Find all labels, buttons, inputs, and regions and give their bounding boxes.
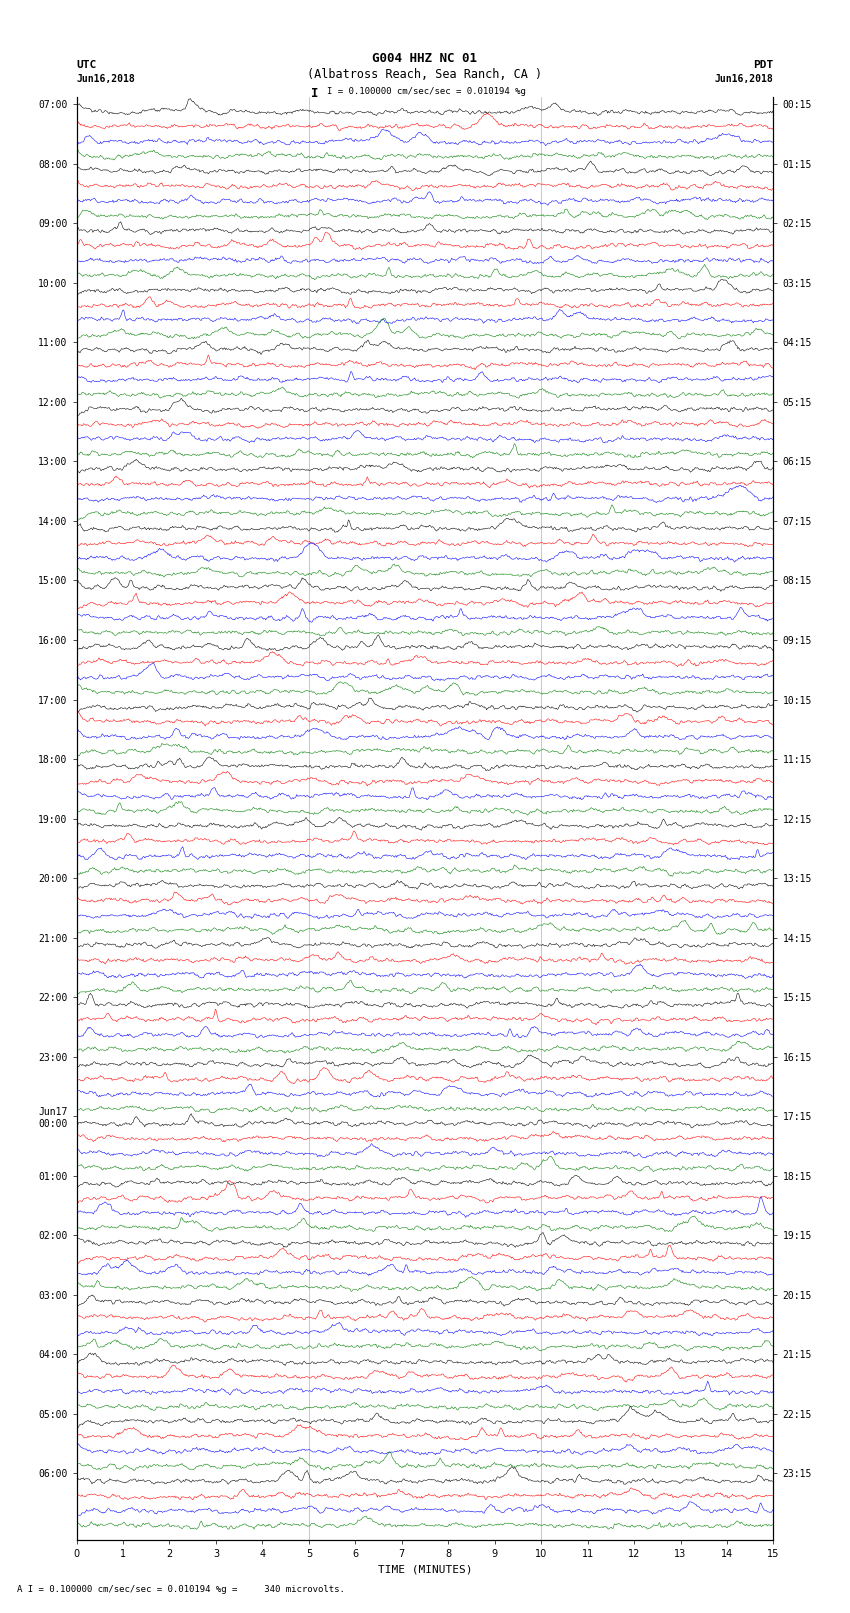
Text: PDT: PDT [753, 60, 774, 69]
Text: I: I [311, 87, 318, 100]
Text: UTC: UTC [76, 60, 97, 69]
Text: A I = 0.100000 cm/sec/sec = 0.010194 %g =     340 microvolts.: A I = 0.100000 cm/sec/sec = 0.010194 %g … [17, 1584, 345, 1594]
Text: Jun16,2018: Jun16,2018 [76, 74, 135, 84]
Text: Jun16,2018: Jun16,2018 [715, 74, 774, 84]
Text: I = 0.100000 cm/sec/sec = 0.010194 %g: I = 0.100000 cm/sec/sec = 0.010194 %g [327, 87, 526, 97]
X-axis label: TIME (MINUTES): TIME (MINUTES) [377, 1565, 473, 1574]
Text: G004 HHZ NC 01: G004 HHZ NC 01 [372, 52, 478, 65]
Text: (Albatross Reach, Sea Ranch, CA ): (Albatross Reach, Sea Ranch, CA ) [308, 68, 542, 81]
